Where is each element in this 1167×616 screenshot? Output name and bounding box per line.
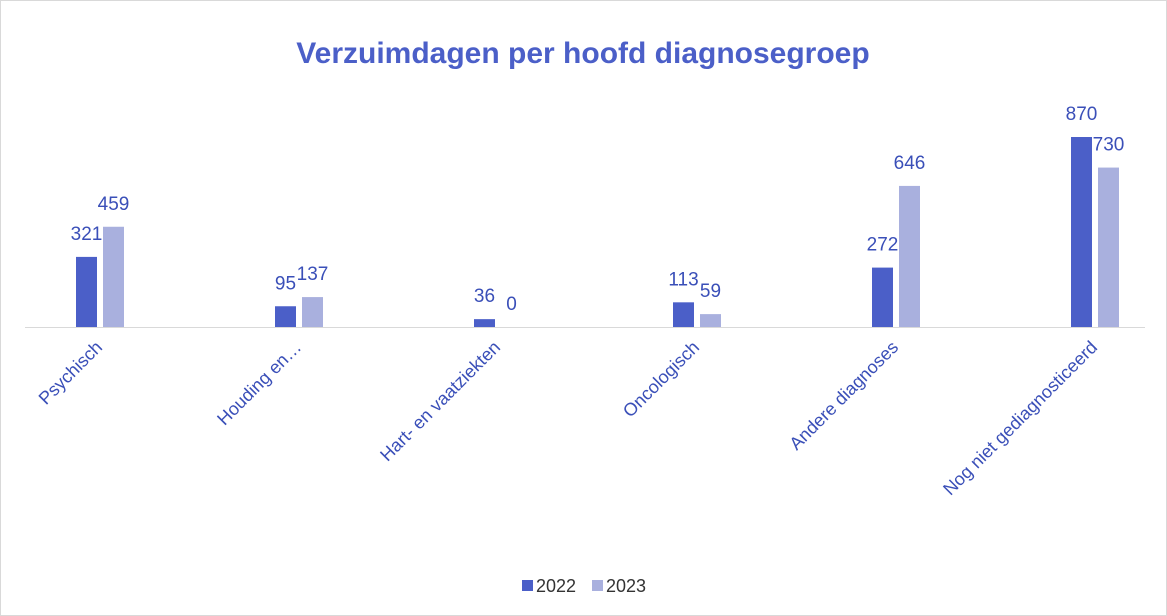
bar	[899, 185, 920, 327]
legend-swatch	[522, 580, 533, 591]
value-label: 0	[506, 294, 517, 315]
legend-label: 2023	[606, 576, 646, 596]
value-label: 272	[867, 235, 899, 256]
bar	[673, 302, 694, 327]
bar	[872, 267, 893, 327]
legend-swatch	[592, 580, 603, 591]
bar	[103, 226, 124, 327]
bar	[700, 314, 721, 327]
value-label: 321	[71, 224, 103, 245]
bar	[275, 306, 296, 327]
bar	[76, 256, 97, 327]
legend-label: 2022	[536, 576, 576, 596]
bar	[474, 319, 495, 327]
value-label: 459	[98, 194, 130, 215]
value-label: 113	[668, 269, 698, 290]
chart-title: Verzuimdagen per hoofd diagnosegroep	[296, 37, 869, 70]
value-label: 646	[894, 153, 926, 174]
value-label: 59	[700, 281, 721, 302]
value-label: 95	[275, 273, 296, 294]
value-label: 870	[1066, 104, 1098, 125]
bar	[1098, 167, 1119, 327]
value-label: 137	[297, 264, 329, 285]
value-label: 36	[474, 286, 495, 307]
bar	[302, 297, 323, 327]
value-label: 730	[1093, 135, 1125, 156]
bar	[1071, 137, 1092, 327]
